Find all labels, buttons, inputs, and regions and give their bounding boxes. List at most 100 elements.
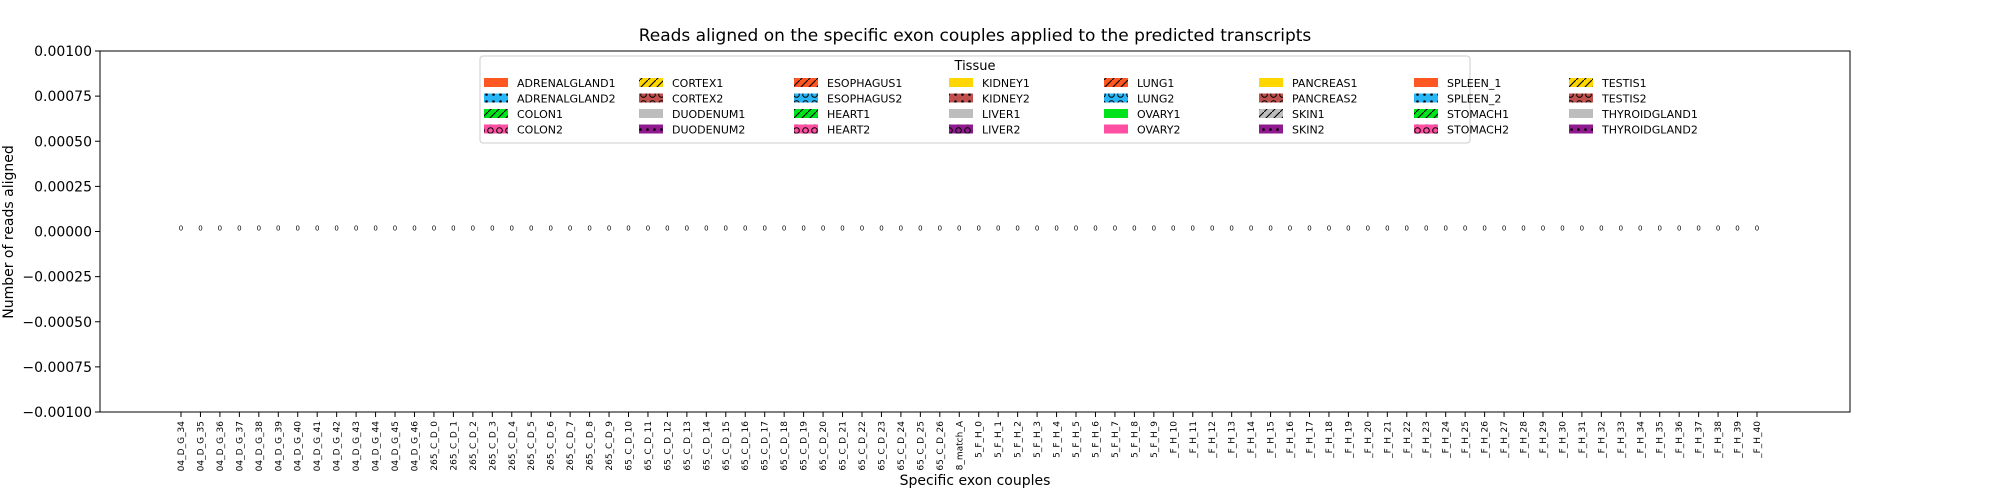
legend-label: SPLEEN_1 — [1447, 77, 1501, 90]
legend-item: ESOPHAGUS2 — [794, 93, 902, 106]
legend-label: SKIN2 — [1292, 124, 1325, 137]
x-tick-label: 65_C_D_16 — [741, 421, 751, 471]
y-tick-label: −0.00025 — [22, 270, 92, 286]
bar-value-label: 0 — [646, 225, 650, 233]
x-tick-label: _F_H_38 — [1714, 421, 1724, 459]
legend-item: DUODENUM2 — [639, 124, 745, 137]
x-tick-label: _F_H_21 — [1383, 421, 1393, 459]
bar-value-label: 0 — [821, 225, 825, 233]
bar-value-label: 0 — [1015, 225, 1019, 233]
legend-swatch — [1259, 78, 1283, 87]
x-tick-label: _F_H_36 — [1675, 421, 1685, 459]
x-tick-label: 265_C_D_9 — [605, 421, 615, 471]
bar-value-label: 0 — [1541, 225, 1545, 233]
bar-value-label: 0 — [1755, 225, 1759, 233]
bar-value-label: 0 — [665, 225, 669, 233]
legend-swatch — [484, 78, 508, 87]
x-tick-label: _F_H_15 — [1267, 421, 1277, 459]
bar-value-label: 0 — [918, 225, 922, 233]
bar-value-label: 0 — [1424, 225, 1428, 233]
bar-value-label: 0 — [393, 225, 397, 233]
bar-value-label: 0 — [237, 225, 241, 233]
bar-value-label: 0 — [860, 225, 864, 233]
x-axis-label: Specific exon couples — [900, 473, 1051, 489]
x-tick-label: 04_D_G_35 — [196, 421, 206, 471]
x-tick-label: _F_H_37 — [1695, 421, 1705, 459]
legend-item: LUNG1 — [1104, 77, 1174, 90]
legend-label: DUODENUM1 — [672, 108, 745, 121]
bar-value-label: 0 — [762, 225, 766, 233]
y-tick-label: 0.00000 — [34, 225, 92, 241]
legend-label: SKIN1 — [1292, 108, 1325, 121]
x-tick-label: _F_H_33 — [1617, 421, 1627, 459]
legend-label: LIVER1 — [982, 108, 1021, 121]
x-tick-label: 5_F_H_1 — [994, 421, 1004, 458]
bar-value-label: 0 — [1716, 225, 1720, 233]
x-tick-label: _F_H_14 — [1247, 421, 1257, 459]
legend-item: KIDNEY2 — [949, 93, 1030, 106]
bar-value-label: 0 — [1696, 225, 1700, 233]
legend-label: ESOPHAGUS2 — [827, 93, 902, 106]
bar-value-label: 0 — [724, 225, 728, 233]
legend-swatch-hatch — [794, 124, 818, 134]
legend-item: ESOPHAGUS1 — [794, 77, 902, 90]
x-tick-label: _F_H_28 — [1520, 421, 1530, 459]
bar-value-label: 0 — [1093, 225, 1097, 233]
bar-value-label: 0 — [801, 225, 805, 233]
bar-value-label: 0 — [957, 225, 961, 233]
legend-label: PANCREAS2 — [1292, 93, 1357, 106]
bar-value-label: 0 — [1638, 225, 1642, 233]
bar-value-label: 0 — [1327, 225, 1331, 233]
bar-value-label: 0 — [354, 225, 358, 233]
legend-label: STOMACH1 — [1447, 108, 1509, 121]
legend-item: SPLEEN_1 — [1414, 77, 1501, 90]
x-tick-label: _F_H_12 — [1208, 421, 1218, 459]
x-tick-label: 5_F_H_4 — [1053, 421, 1063, 458]
legend-swatch-hatch — [1259, 124, 1283, 134]
x-tick-label: _F_H_27 — [1500, 421, 1510, 459]
legend-label: TESTIS1 — [1601, 77, 1647, 90]
x-tick-label: 65_C_D_18 — [780, 421, 790, 471]
y-tick-label: −0.00050 — [22, 315, 92, 331]
y-tick-label: 0.00100 — [34, 44, 92, 60]
x-tick-label: 65_C_D_23 — [877, 421, 887, 471]
legend-item: ADRENALGLAND2 — [484, 93, 616, 106]
x-tick-label: 65_C_D_17 — [761, 421, 771, 471]
x-tick-label: _F_H_19 — [1344, 421, 1354, 459]
x-tick-label: 265_C_D_4 — [508, 421, 518, 471]
y-axis-label: Number of reads aligned — [1, 145, 17, 319]
bar-value-label: 0 — [334, 225, 338, 233]
bar-value-label: 0 — [1171, 225, 1175, 233]
bar-value-label: 0 — [412, 225, 416, 233]
bar-value-label: 0 — [1366, 225, 1370, 233]
x-tick-label: _F_H_34 — [1636, 421, 1646, 459]
legend-item: CORTEX2 — [639, 93, 723, 106]
x-tick-label: 265_C_D_8 — [586, 421, 596, 471]
legend-item: CORTEX1 — [639, 77, 723, 90]
x-tick-label: 5_F_H_9 — [1150, 421, 1160, 458]
x-tick-label: 04_D_G_41 — [313, 421, 323, 471]
legend-item: DUODENUM1 — [639, 108, 745, 121]
legend-label: ADRENALGLAND1 — [517, 77, 616, 90]
bar-value-label: 0 — [1735, 225, 1739, 233]
bar-value-label: 0 — [1619, 225, 1623, 233]
bar-value-label: 0 — [1405, 225, 1409, 233]
bar-value-label: 0 — [451, 225, 455, 233]
bar-value-label: 0 — [840, 225, 844, 233]
legend-item: HEART1 — [794, 108, 870, 121]
legend-swatch-hatch — [1569, 93, 1593, 103]
x-tick-label: 65_C_D_25 — [916, 421, 926, 471]
bar-value-label: 0 — [1113, 225, 1117, 233]
x-tick-label: 65_C_D_11 — [644, 421, 654, 471]
legend-swatch-hatch — [1414, 93, 1438, 103]
legend-swatch-hatch — [794, 78, 818, 87]
x-tick-label: 65_C_D_26 — [936, 421, 946, 471]
bar-value-label: 0 — [1385, 225, 1389, 233]
x-tick-label: 04_D_G_42 — [333, 421, 343, 471]
legend-item: STOMACH1 — [1414, 108, 1509, 121]
bar-value-label: 0 — [1463, 225, 1467, 233]
x-tick-label: 04_D_G_46 — [410, 421, 420, 472]
y-axis: 0.00100 0.00075 0.00050 0.00025 0.00000 −0.00… — [22, 44, 100, 421]
legend-swatch-hatch — [1104, 78, 1128, 87]
legend-swatch-hatch — [1414, 109, 1438, 118]
